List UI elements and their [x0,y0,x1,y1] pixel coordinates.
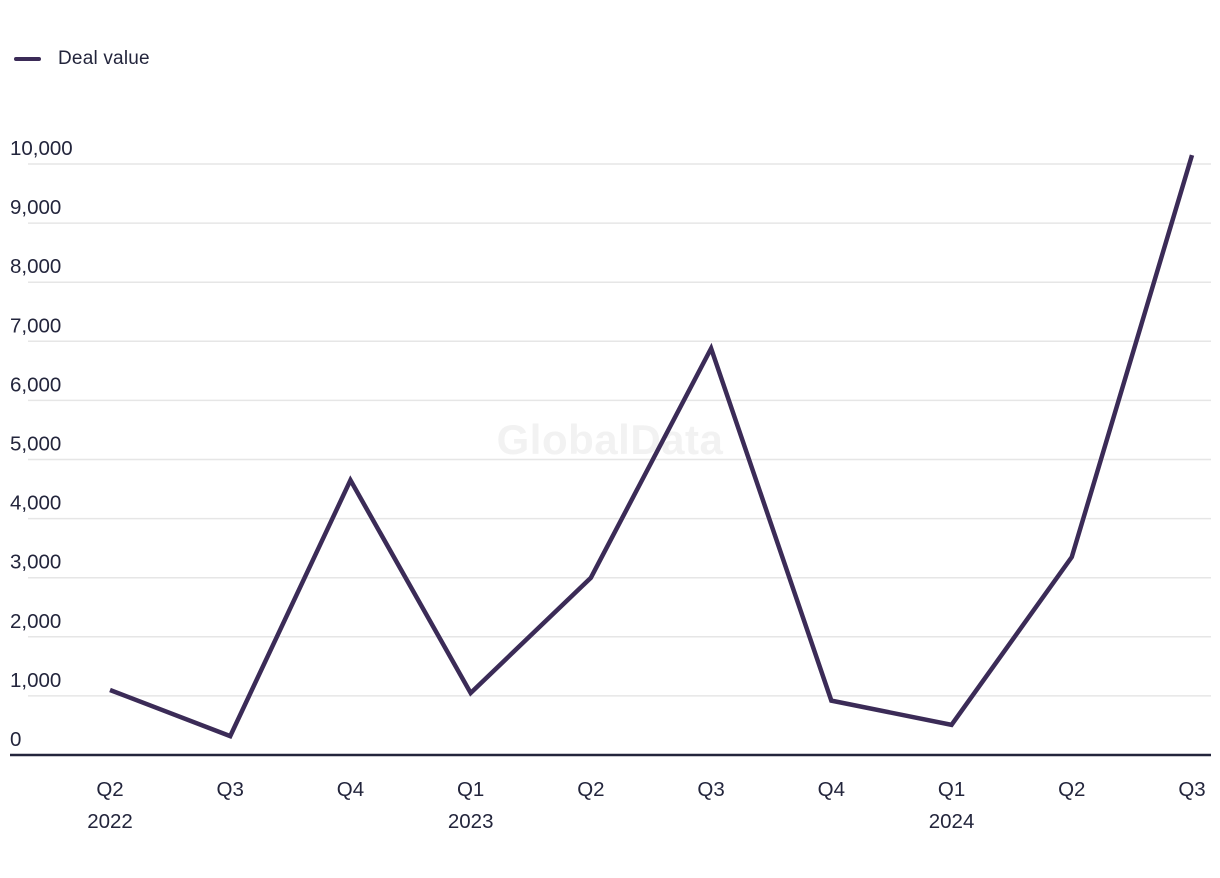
x-axis-label: Q2 [1058,778,1085,801]
x-axis-label: Q1 [457,778,484,801]
deal-value-series-line[interactable] [109,154,1195,739]
x-axis-year-label: 2023 [448,810,494,833]
y-axis-label: 3,000 [10,551,61,574]
y-axis-label: 8,000 [10,255,61,278]
legend-line-swatch [14,57,41,61]
x-axis-label: Q3 [1178,778,1205,801]
x-axis-label: Q2 [577,778,604,801]
x-axis-label: Q4 [818,778,845,801]
legend-label: Deal value [58,48,150,69]
x-axis-label: Q2 [96,778,123,801]
y-axis-label: 10,000 [10,137,73,160]
y-axis-label: 6,000 [10,373,61,396]
x-axis-label: Q1 [938,778,965,801]
y-axis-label: 4,000 [10,492,61,515]
x-axis-label: Q4 [337,778,364,801]
globaldata-watermark: GlobalData [496,416,724,463]
y-axis-label: 9,000 [10,196,61,219]
x-axis-label: Q3 [697,778,724,801]
x-axis-label: Q3 [217,778,244,801]
y-axis-label: 5,000 [10,433,61,456]
x-axis-year-label: 2022 [87,810,133,833]
y-axis-label: 1,000 [10,669,61,692]
legend-item-deal-value[interactable]: Deal value [14,48,150,70]
x-axis-year-label: 2024 [929,810,975,833]
y-axis-label: 7,000 [10,314,61,337]
y-axis-label: 0 [10,728,21,751]
y-axis-label: 2,000 [10,610,61,633]
